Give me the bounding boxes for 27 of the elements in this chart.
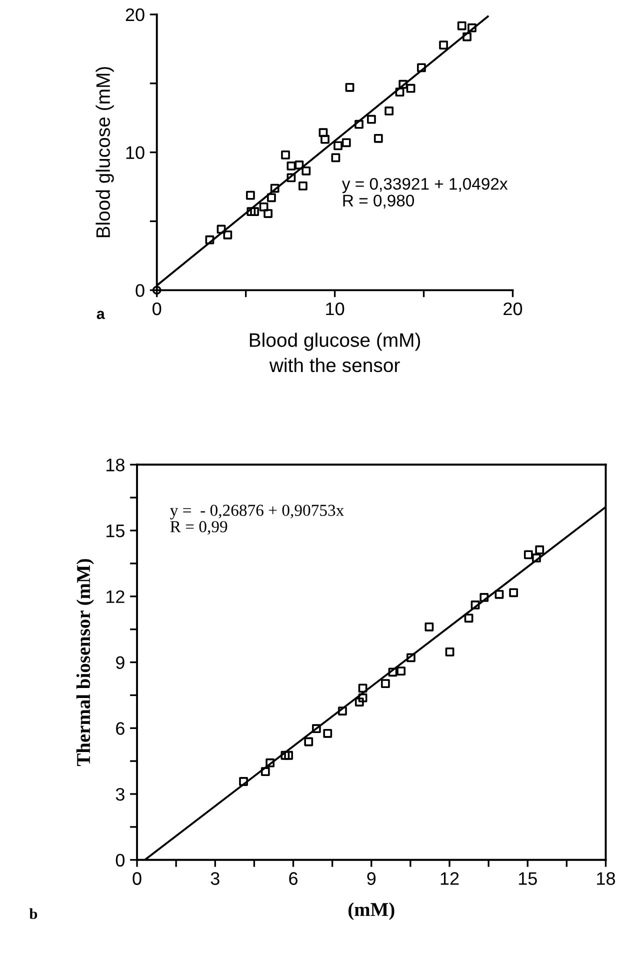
y-tick-label: 12 <box>106 590 124 603</box>
y-axis-title: Thermal biosensor (mM) <box>76 559 94 766</box>
x-tick-label: 6 <box>289 872 298 885</box>
y-tick-label: 10 <box>126 146 144 160</box>
y-tick-label: 9 <box>116 656 124 669</box>
y-tick-label: 20 <box>126 8 144 22</box>
x-tick-label: 9 <box>367 872 376 885</box>
y-tick-label: 6 <box>116 722 124 735</box>
x-tick-label: 12 <box>440 872 459 885</box>
x-tick-label: 20 <box>504 302 522 316</box>
text: b <box>29 908 38 920</box>
x-tick-label: 0 <box>152 302 162 316</box>
x-axis-title: (mM) <box>348 902 394 920</box>
y-tick-label: 0 <box>116 854 125 867</box>
x-tick-label: 3 <box>210 872 220 885</box>
y-tick-label: 3 <box>116 788 124 801</box>
x-tick-label: 15 <box>518 872 537 885</box>
x-axis-title: Blood glucose (mM) with the sensor <box>250 332 420 372</box>
x-tick-label: 10 <box>326 302 344 316</box>
y-tick-label: 0 <box>136 284 144 297</box>
x-tick-label: 18 <box>597 872 615 885</box>
annotation: y = - 0,26876 + 0,90753x R = 0,99 <box>170 504 344 535</box>
y-tick-label: 18 <box>106 458 124 472</box>
text: a <box>96 310 105 320</box>
y-tick-label: 15 <box>106 524 124 538</box>
annotation: y = 0,33921 + 1,0492x R = 0,980 <box>342 178 508 208</box>
y-axis-title: Blood glucose (mM) <box>96 67 114 238</box>
